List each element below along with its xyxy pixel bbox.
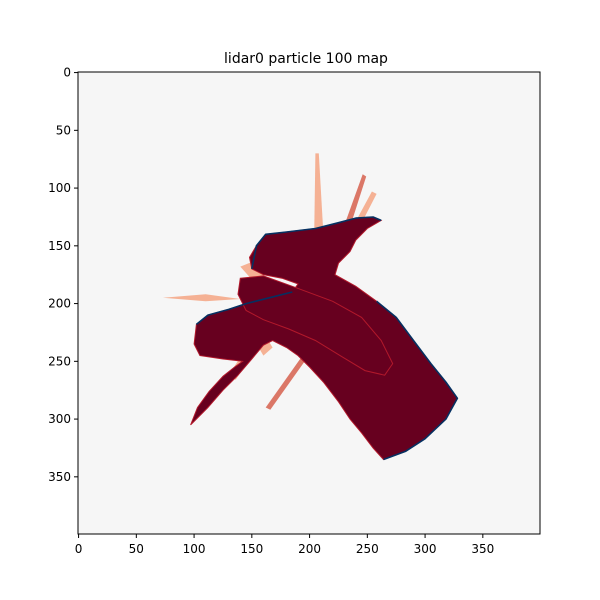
chart-title: lidar0 particle 100 map xyxy=(224,51,388,67)
map-edge-left xyxy=(195,291,293,326)
map-region-occupied-arm xyxy=(237,275,394,376)
map-edge-top xyxy=(251,216,382,270)
x-tick-label: 0 xyxy=(75,542,83,556)
map-ray-top-2 xyxy=(341,174,367,235)
x-axis: 0 50 100 150 200 250 300 350 xyxy=(75,534,494,556)
x-tick-label: 300 xyxy=(414,542,437,556)
edge-layer xyxy=(195,216,459,461)
plot-area xyxy=(77,71,541,535)
y-tick-label: 100 xyxy=(48,181,71,195)
y-tick-label: 50 xyxy=(56,123,71,137)
y-tick-label: 0 xyxy=(63,66,71,80)
x-tick-label: 200 xyxy=(298,542,321,556)
x-tick-label: 350 xyxy=(471,542,494,556)
map-ray-left xyxy=(162,294,241,302)
y-tick-label: 150 xyxy=(48,239,71,253)
x-tick-label: 150 xyxy=(240,542,263,556)
axes-frame xyxy=(77,71,541,535)
y-tick-label: 300 xyxy=(48,412,71,426)
x-tick-label: 50 xyxy=(129,542,144,556)
map-ray-top-1 xyxy=(314,153,324,235)
y-tick-label: 250 xyxy=(48,354,71,368)
y-tick-label: 200 xyxy=(48,297,71,311)
y-axis: 0 50 100 150 200 250 300 350 xyxy=(48,66,78,484)
x-tick-label: 100 xyxy=(183,542,206,556)
map-edge-right xyxy=(376,300,459,461)
x-tick-label: 250 xyxy=(356,542,379,556)
y-tick-label: 350 xyxy=(48,470,71,484)
